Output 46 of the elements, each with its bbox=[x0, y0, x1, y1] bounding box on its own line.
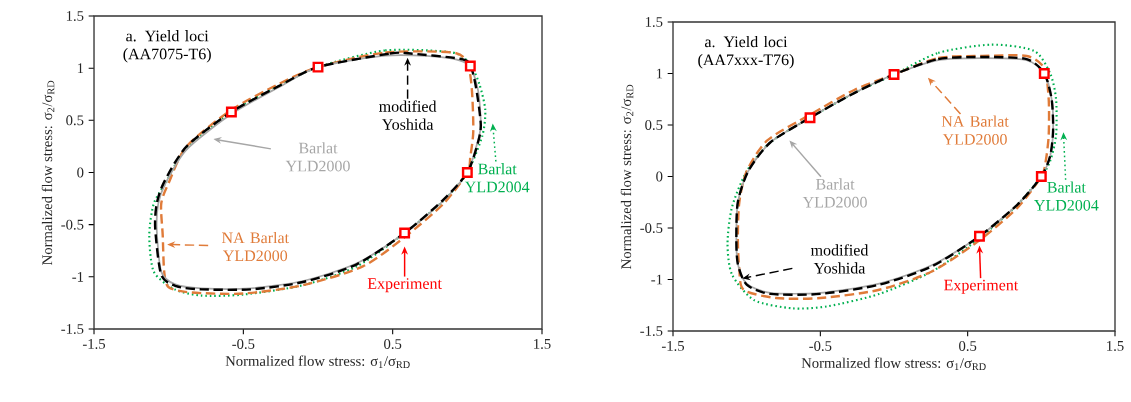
x-tick-label: 1.5 bbox=[534, 339, 551, 349]
y-tick-label: 1.5 bbox=[645, 17, 663, 27]
y-tick-label: -0.5 bbox=[640, 223, 663, 233]
annotation: modified Yoshida bbox=[379, 100, 437, 130]
annotation: Barlat YLD2004 bbox=[464, 163, 530, 193]
annotation: Barlat YLD2000 bbox=[802, 178, 867, 208]
y-axis-title: Normalized flow stress: σ$_{2}$/σ$_{RD}$ bbox=[620, 84, 634, 269]
y-tick-label: 1.5 bbox=[66, 11, 84, 21]
point bbox=[464, 60, 476, 72]
y-tick-label: -0.5 bbox=[61, 219, 84, 230]
x-tick-label: 0.5 bbox=[384, 339, 402, 349]
y-tick-label: -1 bbox=[72, 271, 84, 282]
annotation: NA Barlat YLD2000 bbox=[941, 115, 1009, 145]
x-tick-label: 1.5 bbox=[1107, 341, 1124, 351]
x-axis-title: Normalized flow stress: σ$_{1}$/σ$_{RD}$ bbox=[801, 357, 986, 371]
y-tick-label: 0 bbox=[77, 167, 84, 178]
y-tick-label: 0 bbox=[656, 171, 663, 182]
annotation: NA Barlat YLD2000 bbox=[221, 231, 289, 262]
annotation: Barlat YLD2000 bbox=[285, 142, 350, 172]
point bbox=[1038, 68, 1050, 79]
point bbox=[804, 112, 816, 124]
point bbox=[888, 69, 900, 80]
point bbox=[461, 167, 473, 178]
y-tick-label: -1 bbox=[651, 274, 663, 285]
y-tick-label: 0.5 bbox=[645, 120, 663, 130]
annotation: modified Yoshida bbox=[810, 244, 869, 274]
text: a. Yield loci (AA7xxx-T76) bbox=[698, 35, 794, 69]
x-tick-label: -0.5 bbox=[809, 341, 832, 351]
y-tick-label: 1 bbox=[77, 63, 84, 73]
x-tick-label: 0.5 bbox=[959, 341, 977, 351]
x-axis-title: Normalized flow stress: σ$_{1}$/σ$_{RD}$ bbox=[225, 355, 410, 369]
point bbox=[312, 61, 324, 73]
annotation: Experiment bbox=[944, 279, 1019, 294]
point bbox=[1035, 171, 1047, 182]
y-tick-label: -1.5 bbox=[640, 326, 663, 336]
x-tick-label: -0.5 bbox=[232, 339, 255, 349]
annotation: Barlat YLD2004 bbox=[1034, 181, 1099, 211]
point bbox=[225, 106, 237, 118]
text: a. Yield loci (AA7075-T6) bbox=[123, 30, 211, 63]
annotation: Experiment bbox=[367, 278, 442, 293]
y-tick-label: 0.5 bbox=[66, 115, 84, 126]
y-tick-label: 1 bbox=[656, 68, 663, 79]
y-axis-title: Normalized flow stress: σ$_{2}$/σ$_{RD}$ bbox=[41, 80, 55, 265]
y-tick-label: -1.5 bbox=[61, 324, 84, 334]
point bbox=[399, 227, 411, 239]
point bbox=[973, 230, 985, 242]
